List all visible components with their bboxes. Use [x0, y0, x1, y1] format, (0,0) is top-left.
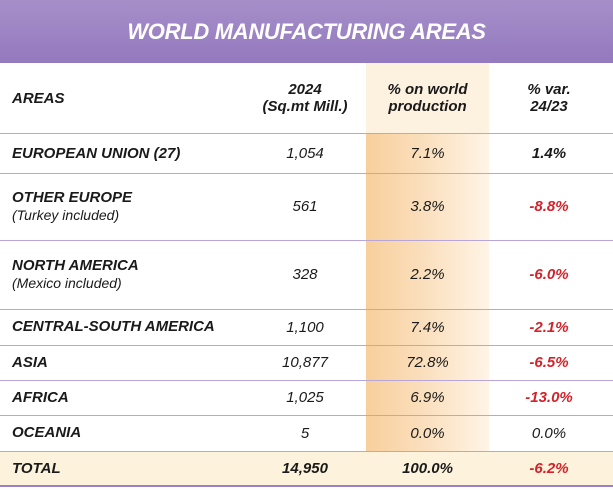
- area-name: OTHER EUROPE: [12, 189, 133, 206]
- sqmt-cell: 1,054: [250, 134, 360, 173]
- area-cell: CENTRAL-SOUTH AMERICA: [12, 309, 352, 345]
- area-name: OCEANIA: [12, 424, 82, 441]
- share-value: 7.4%: [410, 318, 445, 336]
- header-variation-line2: 24/23: [530, 98, 568, 115]
- total-row: TOTAL 14,950 100.0% -6.2%: [0, 452, 613, 485]
- variation-value: -6.0%: [529, 266, 569, 283]
- share-value: 7.1%: [410, 145, 445, 162]
- sqmt-value: 10,877: [282, 354, 328, 371]
- variation-value: -8.8%: [529, 198, 569, 215]
- variation-value: -6.5%: [529, 354, 569, 371]
- total-variation: -6.2%: [529, 460, 569, 477]
- sqmt-cell: 328: [250, 240, 360, 309]
- table-row: ASIA 10,877 72.8% -6.5%: [0, 345, 613, 381]
- sqmt-value: 5: [300, 424, 310, 442]
- share-cell: 2.2%: [366, 240, 489, 309]
- area-name: CENTRAL-SOUTH AMERICA: [12, 318, 215, 335]
- sqmt-cell: 5: [250, 415, 360, 451]
- area-cell: NORTH AMERICA (Mexico included): [12, 240, 352, 309]
- variation-cell: -2.1%: [489, 309, 609, 345]
- share-cell: 72.8%: [366, 345, 489, 380]
- header-2024: 2024 (Sq.mt Mill.): [250, 63, 360, 133]
- variation-cell: -13.0%: [489, 380, 609, 415]
- share-value: 6.9%: [410, 389, 445, 406]
- area-name: EUROPEAN UNION (27): [12, 144, 181, 162]
- header-variation-line1: % var.: [527, 81, 571, 98]
- total-label-cell: TOTAL: [12, 452, 352, 485]
- sqmt-value: 1,054: [286, 145, 324, 162]
- area-cell: OTHER EUROPE (Turkey included): [12, 173, 352, 240]
- header-row: AREAS 2024 (Sq.mt Mill.) % on world prod…: [0, 63, 613, 134]
- production-share-header-highlight: [366, 63, 489, 133]
- header-areas-label: AREAS: [12, 89, 65, 107]
- table-title: WORLD MANUFACTURING AREAS: [0, 0, 613, 63]
- table-bottom-border: [0, 485, 613, 487]
- table-row: OCEANIA 5 0.0% 0.0%: [0, 415, 613, 452]
- table-row: EUROPEAN UNION (27) 1,054 7.1% 1.4%: [0, 134, 613, 174]
- area-cell: OCEANIA: [12, 415, 352, 451]
- sqmt-value: 328: [292, 266, 318, 283]
- share-value: 72.8%: [406, 354, 449, 371]
- area-note: (Turkey included): [12, 207, 120, 223]
- area-note: (Mexico included): [12, 275, 122, 291]
- share-value: 2.2%: [410, 266, 445, 283]
- share-cell: 7.4%: [366, 309, 489, 345]
- sqmt-cell: 561: [250, 173, 360, 240]
- header-2024-year: 2024: [288, 81, 322, 98]
- total-share-cell: 100.0%: [366, 452, 489, 485]
- table-row: CENTRAL-SOUTH AMERICA 1,100 7.4% -2.1%: [0, 309, 613, 346]
- total-variation-cell: -6.2%: [489, 452, 609, 485]
- table-row: AFRICA 1,025 6.9% -13.0%: [0, 380, 613, 416]
- share-value: 0.0%: [410, 424, 445, 442]
- table-row: NORTH AMERICA (Mexico included) 328 2.2% -6.…: [0, 240, 613, 310]
- variation-value: 0.0%: [531, 424, 567, 442]
- sqmt-cell: 10,877: [250, 345, 360, 380]
- variation-cell: 1.4%: [489, 134, 609, 173]
- area-cell: AFRICA: [12, 380, 352, 415]
- sqmt-value: 561: [292, 198, 318, 215]
- variation-cell: -6.5%: [489, 345, 609, 380]
- sqmt-value: 1,025: [286, 389, 324, 406]
- sqmt-cell: 1,025: [250, 380, 360, 415]
- share-cell: 3.8%: [366, 173, 489, 240]
- area-cell: ASIA: [12, 345, 352, 380]
- header-2024-unit: (Sq.mt Mill.): [262, 98, 348, 115]
- variation-value: -2.1%: [529, 318, 569, 336]
- variation-cell: -6.0%: [489, 240, 609, 309]
- sqmt-value: 1,100: [286, 318, 324, 336]
- variation-value: -13.0%: [525, 389, 573, 406]
- variation-cell: 0.0%: [489, 415, 609, 451]
- area-name: ASIA: [12, 353, 48, 371]
- table-row: OTHER EUROPE (Turkey included) 561 3.8% -8.8…: [0, 173, 613, 241]
- area-cell: EUROPEAN UNION (27): [12, 134, 352, 173]
- share-value: 3.8%: [410, 198, 445, 215]
- header-share-line2: production: [388, 98, 467, 115]
- header-areas: AREAS: [12, 63, 352, 133]
- area-name: AFRICA: [12, 388, 69, 406]
- total-share: 100.0%: [402, 460, 453, 477]
- variation-cell: -8.8%: [489, 173, 609, 240]
- share-cell: 7.1%: [366, 134, 489, 173]
- variation-value: 1.4%: [531, 145, 567, 162]
- total-label: TOTAL: [12, 459, 61, 477]
- header-share-line1: % on world: [387, 81, 468, 98]
- header-share: % on world production: [366, 63, 489, 133]
- total-sqmt: 14,950: [282, 460, 328, 477]
- sqmt-cell: 1,100: [250, 309, 360, 345]
- total-sqmt-cell: 14,950: [250, 452, 360, 485]
- share-cell: 0.0%: [366, 415, 489, 451]
- share-cell: 6.9%: [366, 380, 489, 415]
- area-name: NORTH AMERICA: [12, 257, 139, 274]
- header-variation: % var. 24/23: [489, 63, 609, 133]
